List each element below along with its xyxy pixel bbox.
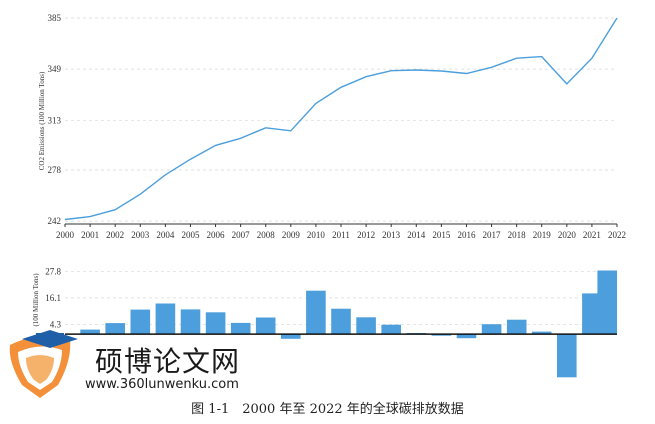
bar — [356, 317, 376, 335]
x-tick-label: 2020 — [558, 230, 577, 240]
bar — [130, 309, 151, 335]
bar — [80, 329, 100, 335]
bar — [155, 303, 176, 335]
y-tick-label: 27.8 — [45, 267, 61, 277]
x-tick-label: 2000 — [56, 230, 75, 240]
x-tick-label: 2002 — [106, 230, 124, 240]
x-tick-label: 2009 — [282, 230, 301, 240]
bar — [456, 334, 477, 339]
x-tick-label: 2015 — [432, 230, 451, 240]
x-tick-label: 2013 — [382, 230, 401, 240]
x-tick-label: 2003 — [131, 230, 150, 240]
x-tick-label: 2011 — [332, 230, 350, 240]
bar — [597, 270, 617, 335]
x-tick-label: 2018 — [508, 230, 527, 240]
x-tick-label: 2016 — [457, 230, 476, 240]
bar — [230, 322, 251, 335]
x-tick-label: 2021 — [583, 230, 601, 240]
y-axis-label: (100 Million Tons) — [32, 273, 40, 327]
x-tick-label: 2014 — [407, 230, 426, 240]
bar — [105, 323, 125, 335]
bar — [306, 290, 326, 335]
bar — [531, 331, 552, 335]
y-tick-label: 242 — [48, 216, 62, 226]
y-axis-label: CO2 Emissions (100 Million Tons) — [38, 71, 46, 170]
bar — [557, 334, 577, 378]
figure-caption: 图 1-1 2000 年至 2022 年的全球碳排放数据 — [191, 402, 464, 417]
bar — [582, 293, 602, 335]
x-tick-label: 2006 — [207, 230, 226, 240]
y-tick-label: 313 — [48, 115, 62, 125]
y-tick-label: 278 — [48, 165, 62, 175]
y-tick-label: 16.1 — [45, 293, 61, 303]
x-tick-label: 2022 — [608, 230, 626, 240]
bar — [255, 317, 276, 335]
y-tick-label: 385 — [48, 13, 62, 23]
watermark-title: 硕博论文网 — [95, 345, 241, 378]
bar — [381, 324, 401, 335]
bar — [481, 324, 502, 335]
x-tick-label: 2012 — [357, 230, 375, 240]
x-tick-label: 2005 — [181, 230, 200, 240]
x-tick-label: 2017 — [483, 230, 502, 240]
bar — [180, 309, 201, 335]
series-line — [64, 17, 618, 221]
bar — [506, 319, 527, 335]
bar-chart: 4.3 16.1 27.8 (100 Million Tons) — [32, 267, 617, 378]
watermark-logo-icon — [9, 330, 78, 398]
x-tick-label: 2008 — [257, 230, 276, 240]
y-tick-label: 4.3 — [50, 319, 62, 329]
x-tick-label: 2001 — [81, 230, 99, 240]
y-tick-label: 349 — [48, 64, 62, 74]
bar — [331, 308, 351, 335]
bar — [205, 312, 226, 335]
bar — [281, 334, 301, 339]
x-tick-label: 2004 — [156, 230, 175, 240]
watermark-url: www.360lunwenku.com — [85, 377, 239, 392]
x-tick-label: 2007 — [232, 230, 251, 240]
x-tick-label: 2019 — [533, 230, 552, 240]
line-chart: 242 278 313 349 385 2000 2001 2002 2003 2004 2005 2… — [38, 13, 626, 240]
x-tick-label: 2010 — [307, 230, 326, 240]
